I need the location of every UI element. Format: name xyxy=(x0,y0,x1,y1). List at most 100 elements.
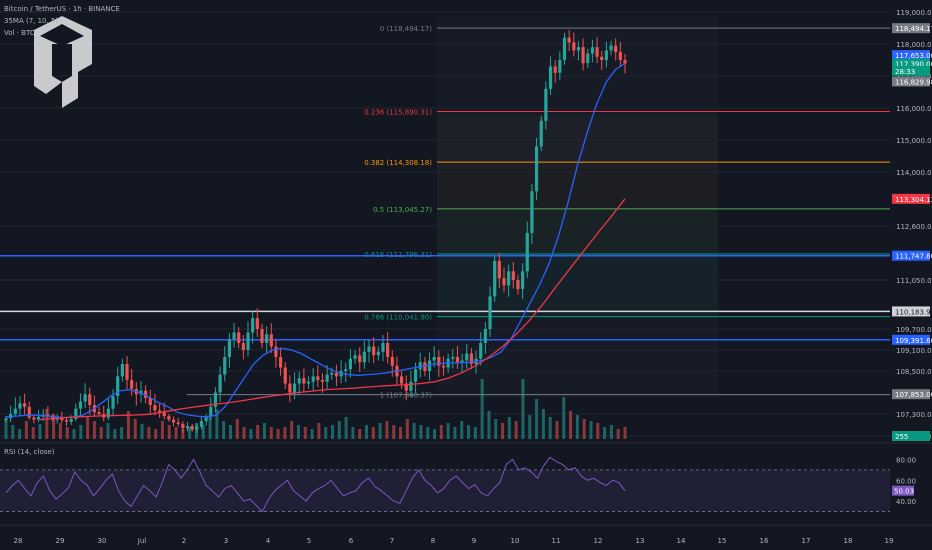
volume-bar xyxy=(453,427,457,439)
candle-body xyxy=(181,423,185,429)
candle-body xyxy=(246,332,250,350)
price-axis-label: 109,700.00 xyxy=(896,326,932,334)
candle-body xyxy=(404,383,408,391)
price-badge xyxy=(892,431,930,441)
candle-body xyxy=(576,47,581,51)
volume-bar xyxy=(575,415,579,439)
volume-bar xyxy=(167,425,171,439)
candle-body xyxy=(106,408,110,418)
candle-body xyxy=(516,280,520,290)
volume-bar xyxy=(351,427,355,439)
candle-body xyxy=(78,401,83,409)
candle-body xyxy=(139,390,143,395)
candle-body xyxy=(614,45,618,52)
volume-bar xyxy=(4,419,8,439)
price-badge-label: 107,853.00 xyxy=(895,391,932,399)
volume-bar xyxy=(412,423,416,439)
volume-bar xyxy=(467,425,471,439)
volume-bar xyxy=(99,427,103,439)
volume-bar xyxy=(514,421,518,439)
price-badge-label: 255 xyxy=(895,433,908,441)
candle-body xyxy=(320,379,325,382)
volume-bar xyxy=(555,421,559,439)
price-axis-label: 109,100.00 xyxy=(896,347,932,355)
candle-body xyxy=(125,364,129,380)
volume-bar xyxy=(439,425,443,439)
candle-body xyxy=(600,56,604,60)
candle-body xyxy=(171,419,176,423)
rsi-axis-label: 40.00 xyxy=(896,498,916,506)
volume-bar xyxy=(296,425,300,439)
candle-body xyxy=(586,53,590,64)
price-badge-label: 111,747.80 xyxy=(895,253,932,261)
rsi-axis-label: 60.00 xyxy=(896,477,916,485)
volume-bar xyxy=(140,424,144,439)
candle-body xyxy=(316,376,320,380)
time-axis-label: 10 xyxy=(511,537,520,545)
candle-body xyxy=(148,397,152,406)
price-badge-label: 110,183.96 xyxy=(895,308,932,316)
price-badge-label: 28:33 xyxy=(895,68,915,76)
candle-body xyxy=(348,358,353,370)
candle-body xyxy=(218,374,222,393)
volume-bar xyxy=(460,421,464,439)
volume-bar xyxy=(303,427,307,439)
price-badge-label: 116,829.98 xyxy=(895,78,932,86)
candle-body xyxy=(64,420,69,422)
candle-body xyxy=(227,339,231,357)
candle-body xyxy=(544,88,548,121)
volume-bar xyxy=(426,427,430,439)
volume-bar xyxy=(235,419,239,439)
candle-body xyxy=(292,383,297,393)
candle-body xyxy=(623,60,627,64)
price-badge xyxy=(892,23,930,34)
time-axis-label: 4 xyxy=(266,537,271,545)
volume-bar xyxy=(256,425,260,439)
rsi-current-label: 50.03 xyxy=(894,488,914,496)
volume-bar xyxy=(86,417,90,439)
time-axis-label: 28 xyxy=(14,537,23,545)
candle-body xyxy=(618,52,622,60)
candle-body xyxy=(83,394,87,402)
price-badge-label: 117,390.00 xyxy=(895,61,932,69)
candle-body xyxy=(97,412,101,414)
candle-body xyxy=(441,365,446,368)
volume-bar xyxy=(31,427,35,439)
volume-bar xyxy=(147,427,151,439)
candle-body xyxy=(567,37,571,43)
volume-bar xyxy=(399,427,403,439)
volume-bar xyxy=(113,429,117,439)
volume-bar xyxy=(535,399,539,439)
candle-body xyxy=(283,367,287,384)
candle-body xyxy=(548,66,553,89)
candle-body xyxy=(423,362,427,371)
volume-bar xyxy=(378,423,382,439)
candle-body xyxy=(288,383,292,393)
candle-body xyxy=(558,60,562,73)
price-badge-label: 109,391.60 xyxy=(895,337,932,345)
volume-bar xyxy=(569,411,573,439)
volume-bar xyxy=(72,429,76,439)
time-axis-label: Jul xyxy=(137,537,147,545)
candle-body xyxy=(488,296,492,329)
candle-body xyxy=(255,318,259,329)
candle-body xyxy=(232,332,236,340)
candle-body xyxy=(418,362,422,370)
sma-legend: 35MA (7, 10, 5) xyxy=(4,17,59,25)
candle-body xyxy=(390,357,394,366)
volume-bar xyxy=(174,427,178,439)
candle-body xyxy=(511,271,515,280)
volume-bar xyxy=(548,417,552,439)
candle-body xyxy=(204,416,208,422)
volume-bar xyxy=(365,425,369,439)
volume-bar xyxy=(228,425,232,439)
volume-bar xyxy=(487,411,491,439)
volume-bar xyxy=(58,423,62,439)
time-axis-label: 12 xyxy=(594,537,603,545)
candle-body xyxy=(311,376,315,382)
candle-body xyxy=(251,318,255,333)
volume-bar xyxy=(405,419,409,439)
candle-body xyxy=(572,42,576,51)
candle-body xyxy=(23,403,27,407)
